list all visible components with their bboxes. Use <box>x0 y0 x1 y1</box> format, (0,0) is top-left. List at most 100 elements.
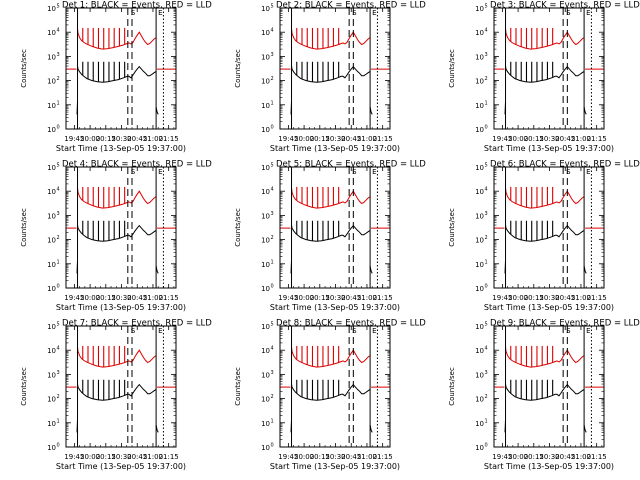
y-tick-exponent: 5 <box>57 4 60 10</box>
y-tick-exponent: 5 <box>485 4 488 10</box>
y-tick-label: 10 <box>47 444 56 452</box>
x-tick-label: 20:45 <box>127 135 147 143</box>
panel-title: Det 7: BLACK = Events, RED = LLD <box>62 319 212 329</box>
y-tick-label: 10 <box>475 444 484 452</box>
x-tick-label: 20:30 <box>539 294 559 302</box>
y-tick-label: 10 <box>261 323 270 331</box>
y-tick-label: 10 <box>261 126 270 134</box>
start-label: S <box>131 327 136 335</box>
lld-series-line <box>291 28 371 50</box>
events-series-line <box>291 65 371 83</box>
x-tick-label: 21:00 <box>571 453 591 461</box>
x-tick-label: 21:00 <box>571 294 591 302</box>
y-tick-exponent: 3 <box>485 370 488 376</box>
plot-frame <box>65 325 177 448</box>
x-tick-label: 20:30 <box>111 453 131 461</box>
y-tick-label: 10 <box>475 78 484 86</box>
x-tick-label: 20:45 <box>555 294 575 302</box>
end-label: E <box>372 327 376 335</box>
y-tick-exponent: 3 <box>485 52 488 58</box>
y-tick-label: 10 <box>47 126 56 134</box>
x-tick-label: 20:15 <box>524 453 544 461</box>
y-tick-label: 10 <box>475 396 484 404</box>
end-label: E <box>158 9 162 17</box>
y-tick-exponent: 2 <box>271 235 274 241</box>
plot-frame <box>279 325 391 448</box>
y-tick-exponent: 2 <box>485 394 488 400</box>
start-label: S <box>131 9 136 17</box>
panel-title: Det 5: BLACK = Events, RED = LLD <box>276 160 426 170</box>
panel-det-4: Det 4: BLACK = Events, RED = LLD Counts/s… <box>20 160 212 313</box>
y-tick-exponent: 4 <box>271 187 274 193</box>
y-tick-label: 10 <box>261 5 270 13</box>
x-tick-label: 20:15 <box>310 453 330 461</box>
x-tick-label: 20:45 <box>127 294 147 302</box>
y-tick-label: 10 <box>47 164 56 172</box>
plot-frame <box>493 7 605 130</box>
x-tick-label: 20:30 <box>325 453 345 461</box>
start-label: S <box>566 168 571 176</box>
x-tick-label: 20:45 <box>127 453 147 461</box>
x-tick-label: 21:15 <box>373 135 393 143</box>
y-axis-label: Counts/sec <box>448 367 456 406</box>
x-tick-label: 21:00 <box>357 135 377 143</box>
y-tick-label: 10 <box>47 29 56 37</box>
x-tick-label: 20:30 <box>325 135 345 143</box>
x-tick-label: 20:15 <box>96 453 116 461</box>
y-tick-label: 10 <box>261 347 270 355</box>
y-tick-exponent: 1 <box>57 259 60 265</box>
x-tick-label: 20:15 <box>524 294 544 302</box>
plot-frame <box>279 166 391 289</box>
y-tick-exponent: 3 <box>271 211 274 217</box>
y-tick-label: 10 <box>261 396 270 404</box>
x-tick-label: 20:15 <box>96 135 116 143</box>
y-tick-label: 10 <box>475 347 484 355</box>
y-tick-exponent: 1 <box>57 418 60 424</box>
end-label: E <box>372 9 376 17</box>
x-tick-label: 20:30 <box>111 294 131 302</box>
y-tick-label: 10 <box>475 188 484 196</box>
y-axis-label: Counts/sec <box>20 208 28 247</box>
y-tick-exponent: 0 <box>485 125 488 131</box>
x-axis-label: Start Time (13-Sep-05 19:37:00) <box>270 144 400 153</box>
plot-frame <box>493 166 605 289</box>
y-tick-exponent: 5 <box>57 163 60 169</box>
y-tick-exponent: 5 <box>271 163 274 169</box>
panel-det-3: Det 3: BLACK = Events, RED = LLD Counts/s… <box>448 1 640 154</box>
y-tick-exponent: 0 <box>271 284 274 290</box>
y-tick-exponent: 2 <box>485 235 488 241</box>
y-tick-exponent: 4 <box>485 28 488 34</box>
y-tick-label: 10 <box>261 237 270 245</box>
y-tick-exponent: 4 <box>57 28 60 34</box>
y-tick-label: 10 <box>47 371 56 379</box>
y-tick-label: 10 <box>47 212 56 220</box>
lld-series-line <box>505 28 585 50</box>
end-label: E <box>586 168 590 176</box>
panel-det-5: Det 5: BLACK = Events, RED = LLD Counts/s… <box>234 160 426 313</box>
y-tick-exponent: 0 <box>271 443 274 449</box>
panel-title: Det 3: BLACK = Events, RED = LLD <box>490 1 640 11</box>
start-label: S <box>352 168 357 176</box>
y-tick-exponent: 2 <box>271 76 274 82</box>
x-tick-label: 20:15 <box>524 135 544 143</box>
y-tick-exponent: 4 <box>57 346 60 352</box>
y-tick-exponent: 5 <box>271 322 274 328</box>
y-tick-exponent: 2 <box>57 394 60 400</box>
x-tick-label: 21:15 <box>159 135 179 143</box>
y-tick-label: 10 <box>475 237 484 245</box>
x-tick-label: 19:45 <box>64 294 84 302</box>
y-tick-label: 10 <box>47 396 56 404</box>
panel-title: Det 1: BLACK = Events, RED = LLD <box>62 1 212 11</box>
y-tick-label: 10 <box>475 126 484 134</box>
y-tick-exponent: 3 <box>57 370 60 376</box>
start-label: S <box>566 327 571 335</box>
y-tick-exponent: 3 <box>57 52 60 58</box>
x-tick-label: 20:15 <box>310 135 330 143</box>
end-label: E <box>586 327 590 335</box>
y-tick-label: 10 <box>261 78 270 86</box>
x-tick-label: 21:00 <box>143 294 163 302</box>
y-axis-label: Counts/sec <box>20 367 28 406</box>
x-tick-label: 20:45 <box>555 453 575 461</box>
y-tick-label: 10 <box>261 188 270 196</box>
lld-series-line <box>77 346 157 368</box>
